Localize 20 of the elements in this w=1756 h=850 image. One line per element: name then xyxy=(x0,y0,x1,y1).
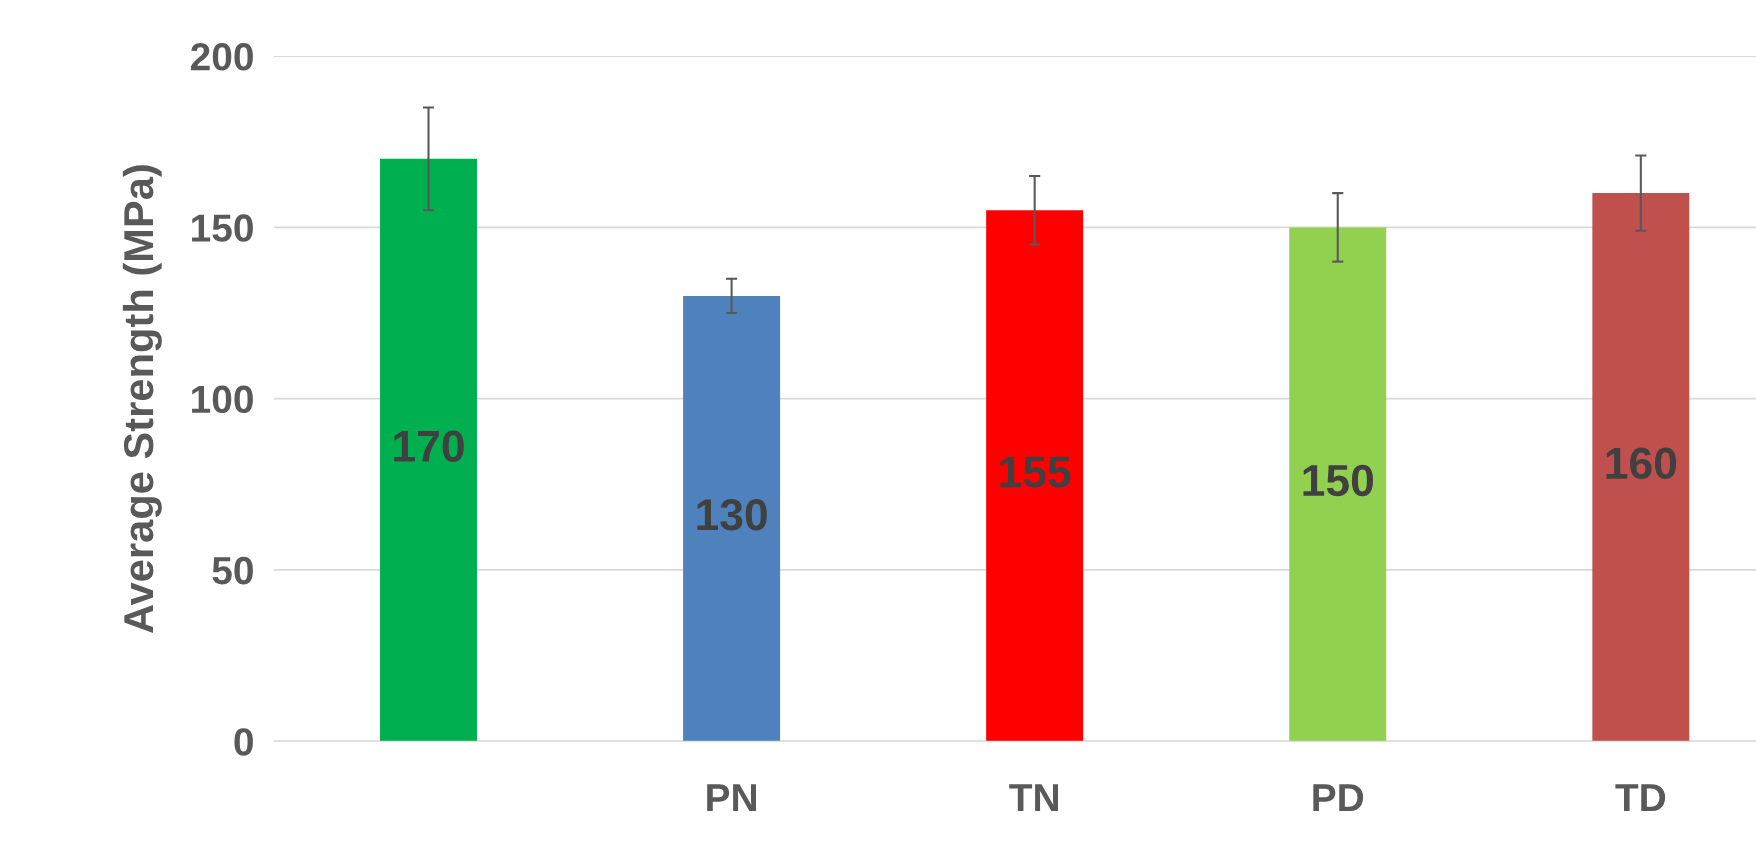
y-tick-label: 0 xyxy=(234,728,253,756)
x-tick-label: PD xyxy=(1313,784,1364,812)
data-label: 170 xyxy=(394,430,464,462)
y-tick-label: 150 xyxy=(192,214,253,242)
x-tick-label: TD xyxy=(1615,784,1666,812)
bar xyxy=(1592,193,1690,742)
y-tick-label: 100 xyxy=(192,385,253,414)
data-label: 160 xyxy=(1606,447,1677,480)
y-tick-label: 50 xyxy=(212,556,253,585)
data-label: 155 xyxy=(1000,456,1071,488)
y-axis-title: Average Strength (MPa) xyxy=(122,165,162,633)
x-tick-label: TN xyxy=(1009,784,1058,812)
data-label: 130 xyxy=(697,499,767,531)
bar xyxy=(380,158,477,742)
bar xyxy=(986,210,1084,742)
y-tick-label: 200 xyxy=(190,43,253,71)
bar xyxy=(683,295,781,742)
data-label: 150 xyxy=(1303,464,1374,497)
x-tick-label: PN xyxy=(707,784,756,812)
bar xyxy=(1289,227,1387,742)
